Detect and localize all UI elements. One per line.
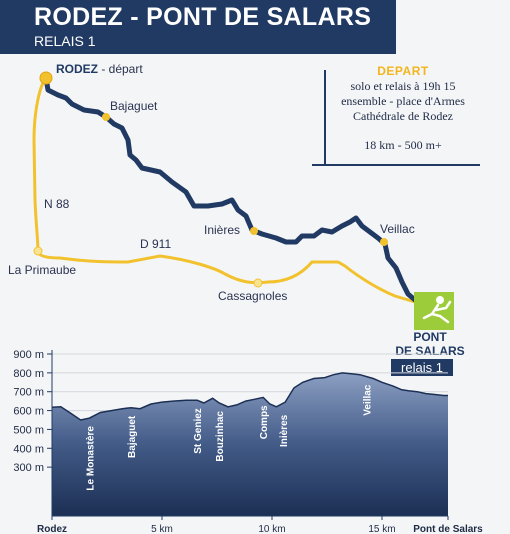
relais-tag: relais 1: [391, 359, 453, 376]
road-n88: [32, 77, 416, 304]
profile-annotation: Comps: [259, 405, 270, 439]
route-map: [32, 70, 480, 330]
start-label: RODEZ - départ: [56, 62, 143, 76]
depart-line-1: solo et relais à 19h 15: [350, 79, 456, 93]
place-inieres: Inières: [204, 223, 241, 237]
elevation-line: [51, 372, 448, 421]
page-title: RODEZ - PONT DE SALARS: [34, 3, 372, 31]
finish-line-1: PONT: [413, 330, 447, 344]
start-suffix: - départ: [98, 62, 143, 76]
x-tick-label: Rodez: [37, 524, 67, 534]
y-tick-label: 400 m: [13, 443, 44, 455]
profile-annotation: Le Monastère: [85, 426, 96, 491]
depart-title: DEPART: [377, 64, 429, 78]
bajaguet-marker: [102, 113, 110, 121]
depart-line-2: ensemble - place d'Armes: [341, 94, 465, 108]
place-la-primaube: La Primaube: [8, 263, 77, 277]
place-bajaguet: Bajaguet: [110, 99, 158, 113]
depart-info: DEPART solo et relais à 19h 15 ensemble …: [330, 64, 476, 153]
profile-annotation: Inières: [279, 414, 290, 447]
la-primaube-marker: [33, 246, 43, 256]
profile-annotation: Bouzinhac: [215, 411, 226, 462]
elevation-profile-chart: 900 m 800 m 700 m 600 m 500 m 400 m 300 m Rode…: [13, 349, 483, 534]
x-tick-label: 5 km: [151, 524, 173, 534]
y-tick-label: 700 m: [13, 387, 44, 399]
road-label-n88: N 88: [44, 197, 70, 211]
header-banner: RODEZ - PONT DE SALARS RELAIS 1: [0, 0, 396, 54]
inieres-marker: [250, 227, 258, 235]
finish-runner-icon: [414, 292, 454, 330]
profile-annotation: St Geniez: [193, 408, 204, 454]
y-tick-label: 800 m: [13, 368, 44, 380]
x-tick-label: 15 km: [368, 524, 395, 534]
x-tick-label: Pont de Salars: [413, 524, 483, 534]
elevation-area: [52, 372, 448, 516]
depart-line-3: Cathédrale de Rodez: [353, 109, 453, 123]
road-label-d911: D 911: [140, 237, 172, 251]
y-tick-label: 500 m: [13, 424, 44, 436]
depart-distance: 18 km - 500 m+: [364, 138, 442, 152]
veillac-marker: [380, 238, 388, 246]
x-tick-label: 10 km: [258, 524, 285, 534]
profile-annotation: Veillac: [363, 384, 374, 416]
y-tick-label: 300 m: [13, 462, 44, 474]
profile-annotation: Bajaguet: [127, 415, 138, 458]
cassagnoles-marker: [253, 278, 263, 288]
y-tick-label: 900 m: [13, 349, 44, 361]
start-marker: [39, 71, 53, 85]
start-name: RODEZ: [56, 62, 98, 76]
page-subtitle: RELAIS 1: [34, 33, 96, 49]
y-tick-label: 600 m: [13, 406, 44, 418]
place-cassagnoles: Cassagnoles: [218, 289, 288, 303]
place-veillac: Veillac: [380, 222, 415, 236]
